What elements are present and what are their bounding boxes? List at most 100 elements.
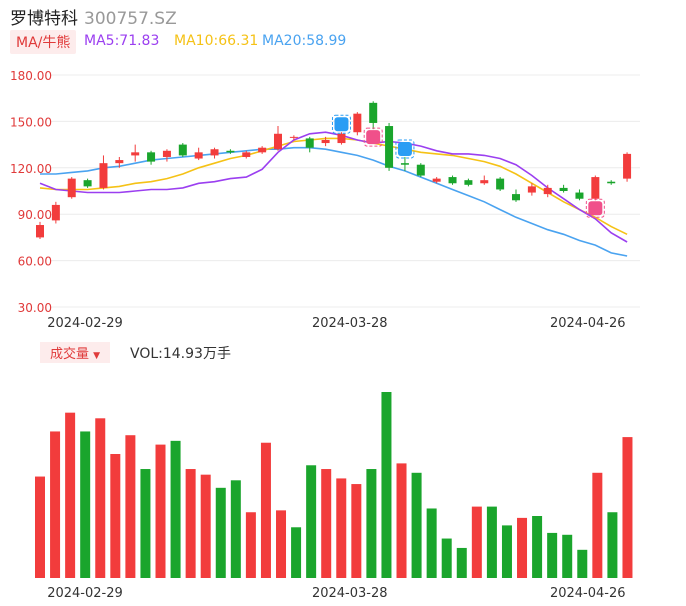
volume-bar	[321, 469, 332, 578]
volume-bar	[185, 469, 196, 578]
ma20-legend: MA20:58.99	[262, 33, 347, 49]
volume-bar	[396, 463, 407, 578]
y-tick-label: 30.00	[18, 301, 52, 315]
volume-indicator-tag[interactable]: 成交量 ▼	[40, 342, 111, 363]
volume-tag-label: 成交量	[50, 347, 90, 362]
x-tick-label: 2024-04-26	[550, 316, 626, 331]
candle-body	[258, 147, 267, 153]
y-tick-label: 120.00	[10, 162, 52, 176]
volume-bar	[351, 484, 362, 578]
candle-body	[242, 152, 251, 157]
volume-bar	[260, 442, 271, 578]
badge-frame	[585, 198, 605, 218]
candle-body	[162, 150, 171, 157]
candle-body	[400, 163, 409, 165]
volume-bar	[215, 487, 226, 578]
x-tick-label: 2024-03-28	[312, 316, 388, 331]
volume-bar	[501, 525, 512, 578]
buy-badge-icon	[366, 130, 381, 145]
volume-bar	[592, 472, 603, 578]
stock-name: 罗博特科	[10, 9, 78, 29]
volume-bar	[607, 512, 618, 578]
candle-body	[559, 187, 568, 191]
candle-body	[305, 138, 314, 148]
candle-body	[274, 133, 282, 150]
volume-bar	[366, 469, 377, 578]
volume-bar	[336, 478, 347, 578]
volume-bar	[65, 412, 76, 578]
volume-bar	[95, 418, 106, 578]
volume-bar	[245, 512, 256, 578]
candle-body	[131, 152, 140, 156]
volume-bar	[381, 392, 392, 578]
volume-bar	[562, 534, 573, 578]
candle-body	[432, 178, 441, 182]
candle-body	[289, 136, 298, 138]
volume-bar	[411, 472, 422, 578]
candle-body	[543, 187, 552, 195]
volume-bar	[486, 506, 497, 578]
candle-body	[385, 126, 394, 168]
stock-header: 罗博特科 300757.SZ	[10, 4, 177, 29]
volume-bar	[471, 506, 482, 578]
volume-bar	[155, 444, 166, 578]
y-tick-label: 150.00	[10, 115, 52, 129]
volume-value: VOL:14.93万手	[130, 346, 231, 362]
ma10-line	[39, 137, 628, 236]
candle-body	[369, 102, 378, 123]
badge-frame	[363, 127, 383, 147]
candle-body	[527, 186, 536, 193]
volume-bar	[170, 440, 181, 578]
candle-body	[51, 204, 60, 221]
candle-body	[607, 181, 616, 184]
volume-bar	[125, 435, 136, 578]
candle-body	[115, 160, 124, 164]
buy-badge-icon	[588, 201, 603, 216]
candle-body	[512, 194, 520, 201]
candle-body	[480, 180, 489, 184]
y-tick-label: 60.00	[18, 255, 52, 269]
volume-bar	[200, 474, 211, 578]
volume-bar	[426, 508, 437, 578]
x-tick-label: 2024-02-29	[47, 316, 123, 331]
candle-body	[194, 152, 203, 159]
candle-body	[353, 113, 362, 133]
candle-body	[178, 144, 187, 156]
candle-body	[321, 139, 330, 144]
volume-bar	[291, 527, 302, 578]
candle-body	[36, 225, 44, 238]
candle-body	[226, 150, 235, 153]
volume-bar	[532, 516, 543, 578]
sell-badge-icon	[334, 117, 349, 132]
candle-body	[575, 192, 584, 199]
ma10-legend: MA10:66.31	[174, 33, 259, 49]
candle-body	[448, 177, 457, 184]
volume-bar	[456, 547, 467, 578]
badge-frame	[331, 114, 351, 134]
ma-indicator-tag[interactable]: MA/牛熊	[10, 30, 77, 54]
candle-body	[496, 178, 505, 190]
volume-bar	[441, 538, 452, 578]
candle-body	[67, 178, 76, 198]
candle-body	[464, 180, 473, 185]
volume-bar	[35, 476, 45, 578]
volume-bar	[517, 517, 528, 578]
volume-bar	[80, 431, 91, 578]
volume-bar	[140, 469, 151, 578]
candle-body	[623, 153, 632, 179]
ma20-line	[40, 146, 628, 257]
candle-body	[337, 133, 346, 144]
candle-body	[147, 152, 156, 162]
x-tick-label: 2024-04-26	[550, 586, 626, 601]
volume-bar	[110, 454, 121, 578]
x-tick-label: 2024-03-28	[312, 586, 388, 601]
ma5-line	[39, 131, 628, 243]
y-tick-label: 180.00	[10, 69, 52, 83]
dropdown-triangle-icon[interactable]: ▼	[93, 351, 101, 361]
y-tick-label: 90.00	[18, 208, 52, 222]
volume-bar	[276, 510, 287, 578]
candle-body	[416, 164, 425, 176]
candle-body	[591, 177, 600, 199]
volume-bar	[622, 437, 633, 578]
